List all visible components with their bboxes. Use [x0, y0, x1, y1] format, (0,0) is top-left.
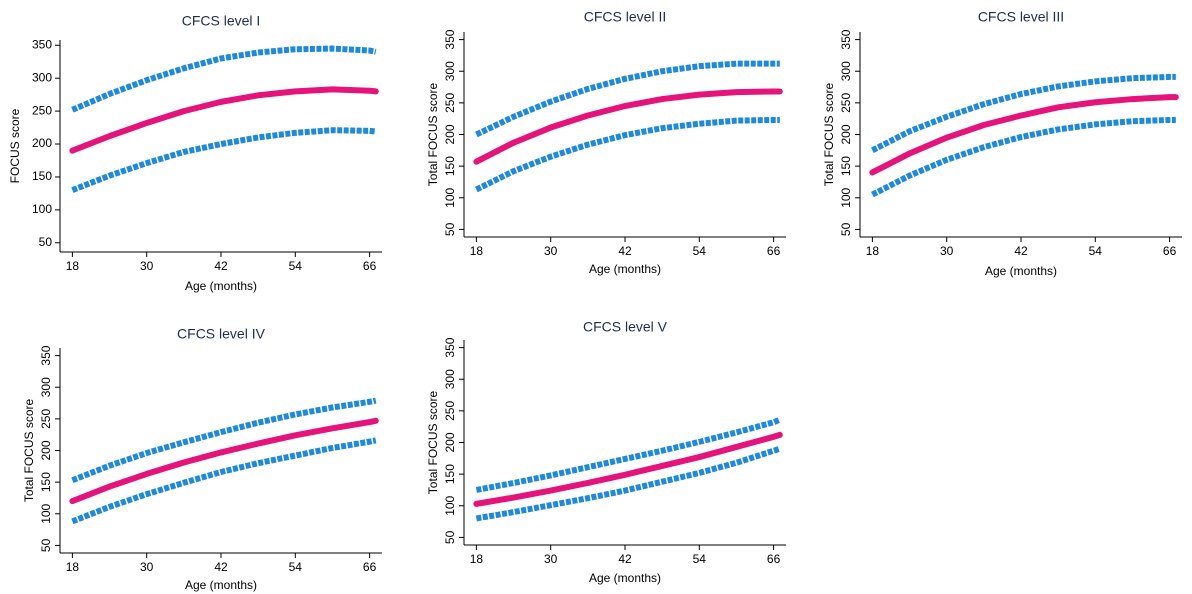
x-axis-label: Age (months) [185, 279, 257, 293]
y-tick-label: 150 [39, 472, 53, 492]
x-tick-label: 66 [363, 259, 377, 273]
panel: CFCS level V 18 30 42 54 66 50 100 150 200 250 300 3… [426, 319, 786, 585]
series-line [69, 417, 379, 505]
y-tick-label: 250 [443, 93, 457, 113]
y-tick-label: 150 [443, 464, 457, 484]
series-line [475, 416, 781, 493]
x-tick-label: 54 [693, 552, 707, 566]
series-line [871, 73, 1176, 153]
y-tick-label: 250 [39, 409, 53, 429]
panel: CFCS level III 18 30 42 54 66 50 100 150 200 250 30… [822, 9, 1182, 278]
x-tick-label: 42 [1014, 244, 1028, 258]
y-tick-label: 350 [443, 337, 457, 357]
x-tick-label: 18 [66, 259, 80, 273]
x-tick-label: 30 [544, 552, 558, 566]
y-tick-label: 350 [39, 345, 53, 365]
x-tick-label: 66 [767, 244, 781, 258]
y-tick-label: 300 [839, 61, 853, 81]
series-line [69, 86, 379, 154]
y-tick-label: 300 [443, 369, 457, 389]
series-line [71, 437, 377, 525]
y-tick-label: 50 [443, 222, 457, 236]
panel: CFCS level IV 18 30 42 54 66 50 100 150 200 250 300… [22, 326, 382, 592]
y-tick-label: 50 [39, 235, 53, 249]
x-tick-label: 18 [66, 560, 80, 574]
y-axis-label: Total FOCUS score [426, 82, 440, 186]
x-tick-label: 18 [866, 244, 880, 258]
x-tick-label: 66 [1163, 244, 1177, 258]
x-tick-label: 42 [618, 244, 632, 258]
series-line [475, 445, 781, 522]
y-tick-label: 100 [39, 503, 53, 523]
y-tick-label: 200 [39, 440, 53, 460]
y-tick-label: 50 [839, 222, 853, 236]
x-axis-label: Age (months) [985, 264, 1057, 278]
y-tick-label: 100 [839, 187, 853, 207]
series-line [475, 60, 780, 138]
panel-title: CFCS level I [182, 13, 261, 29]
y-tick-label: 250 [443, 401, 457, 421]
series-line [473, 88, 783, 165]
x-tick-label: 42 [214, 259, 228, 273]
y-tick-label: 200 [443, 124, 457, 144]
y-tick-label: 300 [32, 70, 52, 84]
series-line [869, 94, 1179, 176]
panel-title: CFCS level II [584, 9, 666, 25]
y-axis-label: Total FOCUS score [426, 390, 440, 494]
y-tick-label: 50 [39, 538, 53, 552]
series-line [473, 431, 783, 507]
series-line [71, 397, 377, 484]
panel-title: CFCS level V [583, 319, 668, 335]
x-tick-label: 54 [693, 244, 707, 258]
y-tick-label: 350 [32, 37, 52, 51]
x-tick-label: 30 [940, 244, 954, 258]
panel-title: CFCS level III [978, 9, 1064, 25]
y-tick-label: 250 [32, 103, 52, 117]
x-tick-label: 42 [618, 552, 632, 566]
x-axis-label: Age (months) [185, 578, 257, 592]
y-tick-label: 100 [32, 202, 52, 216]
x-tick-label: 30 [140, 259, 154, 273]
series-line [871, 116, 1176, 198]
x-tick-label: 66 [363, 560, 377, 574]
x-tick-label: 54 [289, 259, 303, 273]
x-tick-label: 66 [767, 552, 781, 566]
x-tick-label: 54 [1089, 244, 1103, 258]
y-tick-label: 100 [443, 187, 457, 207]
x-tick-label: 18 [470, 244, 484, 258]
y-tick-label: 50 [443, 530, 457, 544]
series-line [71, 45, 377, 113]
y-tick-label: 200 [32, 136, 52, 150]
y-tick-label: 150 [443, 156, 457, 176]
y-tick-label: 200 [443, 432, 457, 452]
y-axis-label: Total FOCUS score [822, 82, 836, 186]
y-tick-label: 100 [443, 495, 457, 515]
x-tick-label: 54 [289, 560, 303, 574]
panel-title: CFCS level IV [177, 326, 266, 342]
y-tick-label: 250 [839, 93, 853, 113]
x-tick-label: 18 [470, 552, 484, 566]
y-tick-label: 150 [839, 156, 853, 176]
y-tick-label: 300 [39, 377, 53, 397]
x-tick-label: 30 [544, 244, 558, 258]
y-axis-label: FOCUS score [8, 108, 22, 183]
y-tick-label: 350 [443, 29, 457, 49]
x-tick-label: 30 [140, 560, 154, 574]
y-tick-label: 350 [839, 29, 853, 49]
y-tick-label: 200 [839, 124, 853, 144]
x-axis-label: Age (months) [589, 262, 661, 276]
series-line [71, 127, 377, 193]
y-tick-label: 300 [443, 61, 457, 81]
y-tick-label: 150 [32, 169, 52, 183]
panel: CFCS level I 18 30 42 54 66 50 100 150 200 250 300 3… [8, 13, 382, 293]
x-tick-label: 42 [214, 560, 228, 574]
y-axis-label: Total FOCUS score [22, 398, 36, 502]
x-axis-label: Age (months) [589, 571, 661, 585]
series-line [475, 116, 780, 193]
panel: CFCS level II 18 30 42 54 66 50 100 150 200 250 300… [426, 9, 786, 276]
